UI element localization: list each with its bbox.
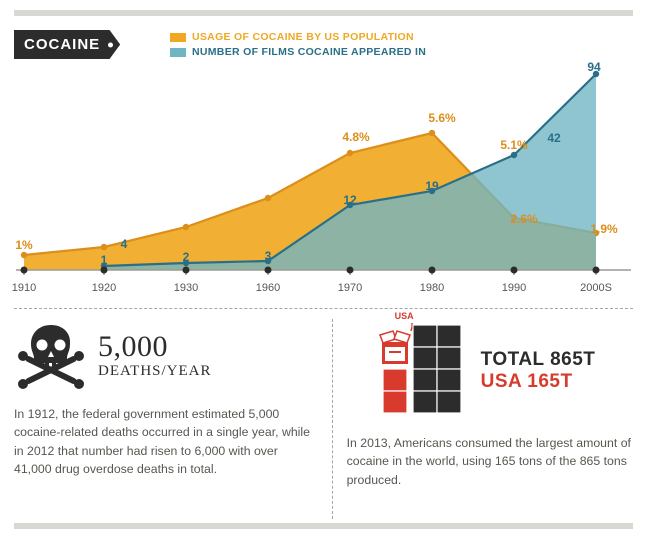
panel-deaths: 5,000 DEATHS/YEAR In 1912, the federal g… — [14, 319, 333, 519]
panels: 5,000 DEATHS/YEAR In 1912, the federal g… — [14, 319, 633, 519]
tons-headline: TOTAL 865T USA 165T — [481, 349, 596, 393]
data-label: 2.6% — [510, 212, 537, 226]
data-label: 1 — [101, 253, 108, 267]
x-label: 1990 — [502, 282, 526, 294]
chart-svg — [14, 70, 633, 278]
legend-films: NUMBER OF FILMS COCAINE APPEARED IN — [170, 45, 426, 60]
panel-tons-head: USA — [347, 323, 633, 418]
data-label: 94 — [587, 60, 600, 74]
data-label: 5.1% — [500, 138, 527, 152]
data-label: 5.6% — [428, 111, 455, 125]
deaths-unit: DEATHS/YEAR — [98, 363, 212, 379]
data-label: 3 — [265, 249, 272, 263]
data-label: 12 — [343, 193, 356, 207]
total-tons: TOTAL 865T — [481, 349, 596, 371]
tons-body: In 2013, Americans consumed the largest … — [347, 434, 633, 489]
deaths-headline: 5,000 DEATHS/YEAR — [98, 332, 212, 380]
usa-tons: USA 165T — [481, 371, 596, 393]
legend-films-label: NUMBER OF FILMS COCAINE APPEARED IN — [192, 45, 426, 60]
data-label: 4.8% — [342, 130, 369, 144]
data-label: 42 — [547, 131, 560, 145]
usa-arrow-label: USA — [395, 311, 414, 321]
data-label: 19 — [425, 179, 438, 193]
x-label: 1980 — [420, 282, 444, 294]
x-label: 2000S — [580, 282, 612, 294]
legend-usage-label: USAGE OF COCAINE BY US POPULATION — [192, 30, 414, 45]
deaths-number: 5,000 — [98, 332, 212, 362]
swatch-films — [170, 48, 186, 57]
data-label: 1% — [15, 238, 32, 252]
x-label: 1930 — [174, 282, 198, 294]
chart-area: COCAINE USAGE OF COCAINE BY US POPULATIO… — [14, 24, 633, 302]
data-label: 1.9% — [590, 222, 617, 236]
legend: USAGE OF COCAINE BY US POPULATION NUMBER… — [170, 30, 426, 59]
swatch-usage — [170, 33, 186, 42]
bottom-rule — [14, 523, 633, 529]
x-label: 1910 — [12, 282, 36, 294]
boxes-icon: USA — [347, 323, 467, 418]
panel-deaths-head: 5,000 DEATHS/YEAR — [14, 323, 318, 389]
x-label: 1920 — [92, 282, 116, 294]
top-rule — [14, 10, 633, 16]
legend-usage: USAGE OF COCAINE BY US POPULATION — [170, 30, 426, 45]
data-label: 2 — [183, 250, 190, 264]
x-label: 1960 — [256, 282, 280, 294]
deaths-body: In 1912, the federal government estimate… — [14, 405, 318, 479]
data-label: 4 — [121, 237, 128, 251]
skull-icon — [14, 323, 88, 389]
divider-horizontal — [14, 308, 633, 309]
x-label: 1970 — [338, 282, 362, 294]
panel-tons: USA — [333, 319, 633, 519]
section-tag: COCAINE — [14, 30, 120, 59]
